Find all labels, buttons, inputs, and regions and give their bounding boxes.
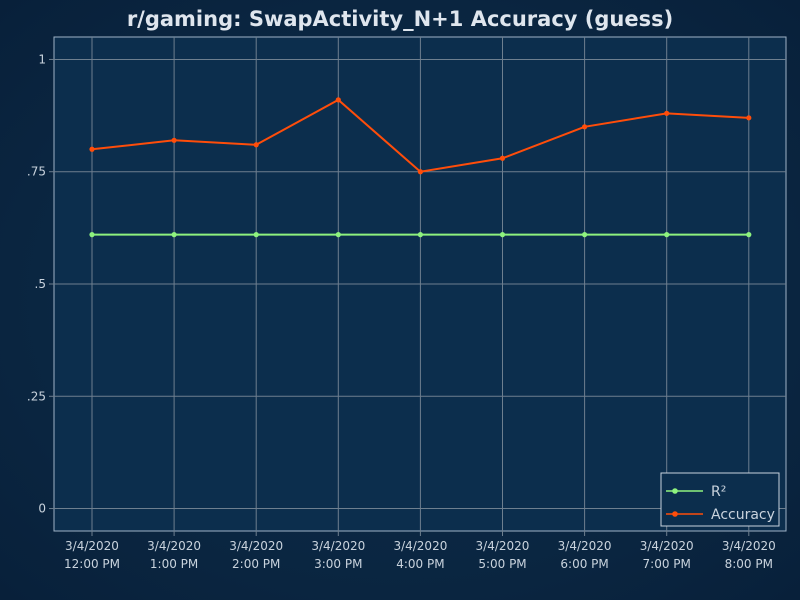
data-point (499, 155, 506, 161)
data-point (253, 142, 259, 148)
x-tick-label: 4:00 PM (396, 557, 444, 571)
x-tick-label: 6:00 PM (560, 557, 608, 571)
x-tick-label: 8:00 PM (725, 557, 773, 571)
axis-tick-labels: 3/4/2020 12:00 PM 3/4/2020 1:00 PM 3/4/2020 2… (27, 52, 776, 571)
data-point (582, 124, 588, 130)
series-layer (89, 97, 752, 238)
y-tick-label: .5 (35, 277, 46, 291)
data-point (335, 232, 341, 238)
legend: R² Accuracy (660, 472, 780, 527)
chart-title: r/gaming: SwapActivity_N+1 Accuracy (gue… (126, 7, 674, 31)
x-tick-label: 3/4/2020 (311, 539, 365, 553)
x-tick-label: 3/4/2020 (722, 539, 776, 553)
x-tick-label: 3/4/2020 (640, 539, 694, 553)
x-tick-label: 3/4/2020 (393, 539, 447, 553)
data-point (253, 232, 259, 238)
y-tick-label: 1 (38, 52, 46, 66)
legend-marker (672, 511, 678, 517)
data-point (171, 232, 177, 238)
data-point (664, 232, 670, 238)
data-point (746, 115, 752, 121)
x-tick-label: 7:00 PM (643, 557, 691, 571)
x-tick-label: 3/4/2020 (558, 539, 612, 553)
data-point (89, 146, 95, 152)
x-tick-label: 12:00 PM (64, 557, 120, 571)
x-tick-label: 3:00 PM (314, 557, 362, 571)
y-tick-label: .75 (27, 165, 46, 179)
data-point (746, 232, 752, 238)
data-point (417, 232, 423, 238)
y-tick-label: .25 (27, 389, 46, 403)
x-tick-label: 1:00 PM (150, 557, 198, 571)
x-tick-label: 5:00 PM (478, 557, 526, 571)
x-tick-label: 2:00 PM (232, 557, 280, 571)
data-point (499, 232, 506, 238)
data-point (664, 110, 670, 116)
x-tick-label: 3/4/2020 (65, 539, 119, 553)
x-tick-label: 3/4/2020 (476, 539, 530, 553)
legend-label: Accuracy (711, 507, 775, 523)
legend-label: R² (711, 484, 726, 500)
legend-box (660, 472, 780, 527)
y-tick-label: 0 (38, 502, 46, 516)
data-point (417, 169, 423, 175)
data-point (582, 232, 588, 238)
data-point (171, 137, 177, 143)
data-point (89, 232, 95, 238)
legend-marker (672, 488, 678, 494)
grid-lines (49, 37, 786, 536)
x-tick-label: 3/4/2020 (229, 539, 283, 553)
data-point (335, 97, 341, 103)
x-tick-label: 3/4/2020 (147, 539, 201, 553)
